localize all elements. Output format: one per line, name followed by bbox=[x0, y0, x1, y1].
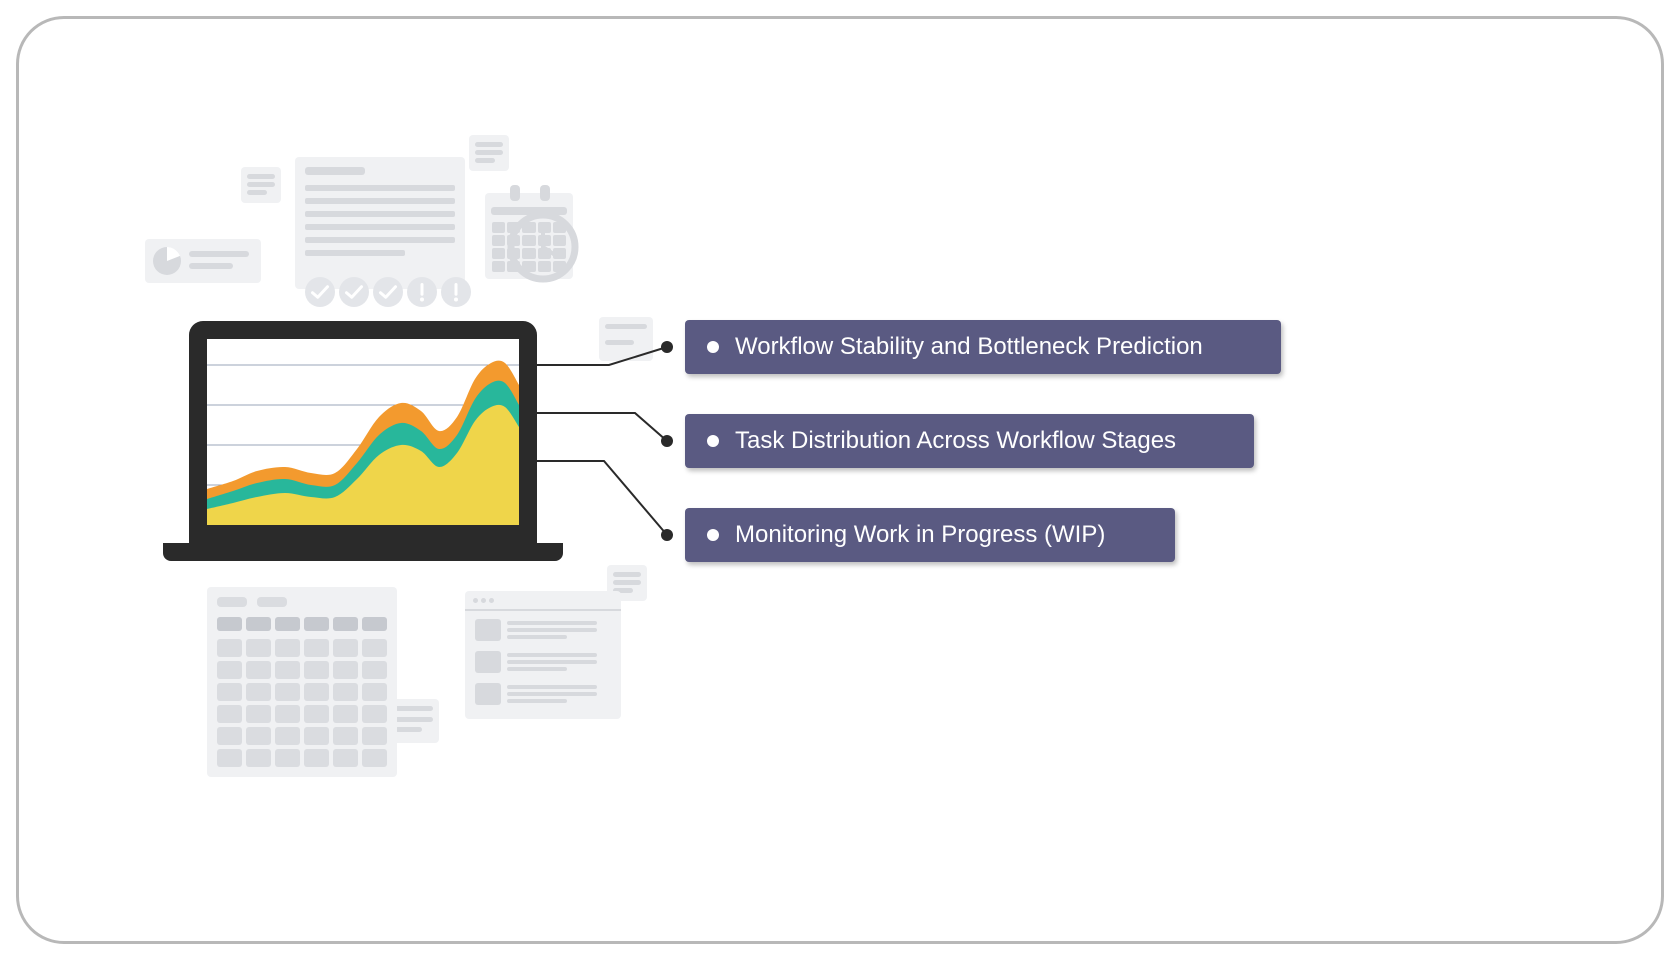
bullet-icon bbox=[707, 435, 719, 447]
callout-item-2: Monitoring Work in Progress (WIP) bbox=[685, 508, 1175, 562]
connector-lines bbox=[19, 19, 1667, 947]
callout-label: Task Distribution Across Workflow Stages bbox=[735, 427, 1176, 455]
alert-circle-icon bbox=[441, 277, 471, 307]
bullet-icon bbox=[707, 341, 719, 353]
callout-item-1: Task Distribution Across Workflow Stages bbox=[685, 414, 1254, 468]
check-circle-icon bbox=[339, 277, 369, 307]
callout-label: Monitoring Work in Progress (WIP) bbox=[735, 521, 1105, 549]
alert-circle-icon bbox=[407, 277, 437, 307]
callout-label: Workflow Stability and Bottleneck Predic… bbox=[735, 333, 1203, 361]
callout-item-0: Workflow Stability and Bottleneck Predic… bbox=[685, 320, 1281, 374]
canvas: Workflow Stability and Bottleneck Predic… bbox=[19, 19, 1661, 941]
check-circle-icon bbox=[305, 277, 335, 307]
bullet-icon bbox=[707, 529, 719, 541]
check-circle-icon bbox=[373, 277, 403, 307]
slide-frame: Workflow Stability and Bottleneck Predic… bbox=[16, 16, 1664, 944]
